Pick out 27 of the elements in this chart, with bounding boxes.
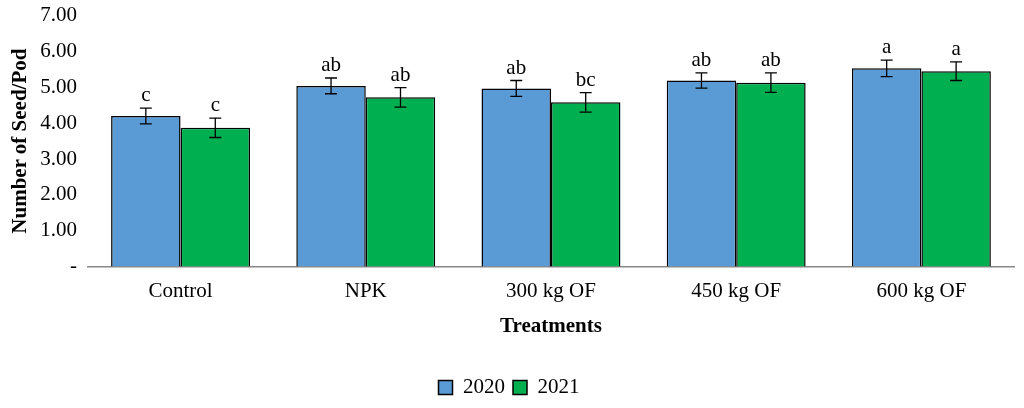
data-label: a [882, 34, 892, 59]
y-tick-label: 5.00 [40, 73, 77, 98]
data-label: ab [691, 46, 712, 71]
data-label: ab [761, 46, 781, 71]
y-tick-label: 7.00 [40, 2, 77, 27]
data-label: bc [575, 66, 596, 91]
x-tick-label: 600 kg OF [876, 277, 967, 302]
y-axis-title: Number of Seed/Pod [7, 48, 32, 234]
data-label: ab [321, 52, 341, 77]
data-label: c [141, 82, 151, 107]
x-axis-title: Treatments [500, 312, 602, 337]
data-label: ab [390, 61, 411, 86]
data-label: c [210, 92, 220, 117]
x-tick-label: Control [148, 277, 213, 302]
legend-label: 2020 [463, 374, 505, 399]
y-tick-label: - [69, 253, 77, 278]
data-label: ab [506, 54, 527, 79]
y-tick-label: 3.00 [40, 145, 77, 170]
y-tick-label: 6.00 [40, 37, 77, 62]
x-tick-label: 450 kg OF [691, 277, 782, 302]
y-tick-label: 2.00 [40, 181, 77, 206]
y-tick-label: 4.00 [40, 109, 77, 134]
legend-label: 2021 [537, 374, 580, 399]
y-tick-label: 1.00 [40, 217, 77, 242]
data-label: a [951, 35, 962, 60]
x-tick-label: NPK [344, 277, 387, 302]
x-tick-label: 300 kg OF [506, 277, 596, 302]
